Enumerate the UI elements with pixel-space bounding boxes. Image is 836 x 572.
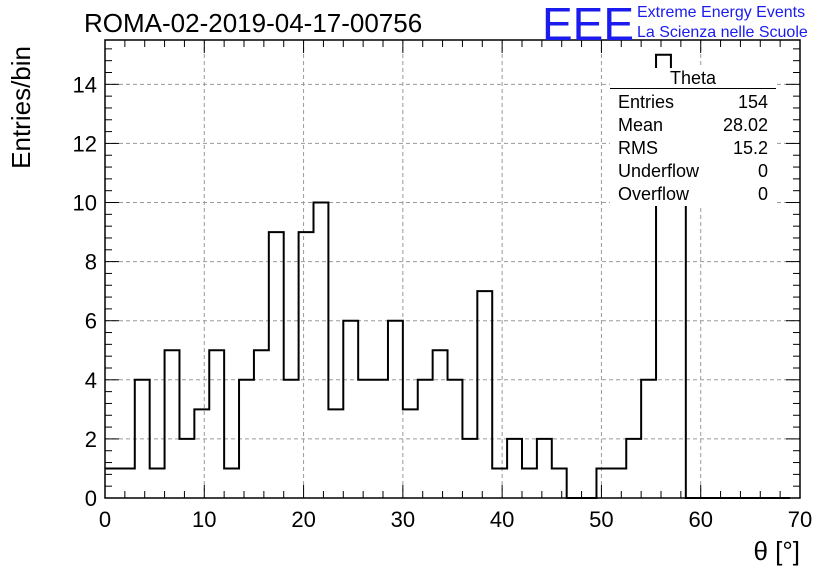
stats-box: Theta Entries 154 Mean 28.02 RMS 15.2 Un… [610, 68, 776, 206]
x-axis-label: θ [°] [753, 536, 800, 566]
stats-label: Overflow [618, 184, 690, 204]
y-tick-label: 4 [85, 368, 97, 393]
stats-row-overflow: Overflow 0 [610, 183, 776, 206]
y-axis-label: Entries/bin [6, 46, 36, 169]
logo-caption-line1: Extreme Energy Events [637, 4, 806, 21]
x-tick-label: 10 [192, 507, 216, 532]
stats-label: RMS [618, 138, 658, 158]
y-tick-label: 0 [85, 486, 97, 511]
histogram-series [105, 53, 791, 499]
y-tick-label: 6 [85, 309, 97, 334]
chart-title: ROMA-02-2019-04-17-00756 [84, 8, 423, 38]
stats-label: Underflow [618, 161, 700, 181]
x-tick-label: 40 [490, 507, 514, 532]
logo-caption-line2: La Scienza nelle Scuole [637, 24, 808, 41]
stats-row-underflow: Underflow 0 [610, 160, 776, 183]
stats-row-entries: Entries 154 [610, 91, 776, 114]
stats-box-title: Theta [610, 68, 776, 89]
stats-value: 0 [757, 161, 768, 181]
y-tick-label: 2 [85, 427, 97, 452]
y-tick-label: 8 [85, 250, 97, 275]
stats-value: 154 [737, 92, 768, 112]
logo-letters: EEE [542, 2, 634, 44]
y-tick-label: 14 [73, 72, 97, 97]
stats-label: Entries [618, 92, 675, 112]
y-tick-label: 10 [73, 191, 97, 216]
tick-labels: 0 10 20 30 40 50 60 70 0 2 4 6 8 10 12 14 [73, 72, 813, 532]
stats-label: Mean [618, 115, 664, 135]
y-tick-label: 12 [73, 131, 97, 156]
stats-row-mean: Mean 28.02 [610, 114, 776, 137]
x-tick-label: 20 [291, 507, 315, 532]
stats-row-rms: RMS 15.2 [610, 137, 776, 160]
x-tick-label: 0 [99, 507, 111, 532]
grid-lines [105, 40, 800, 498]
stats-value: 28.02 [722, 115, 768, 135]
x-tick-label: 60 [688, 507, 712, 532]
stats-value: 0 [757, 184, 768, 204]
x-tick-label: 50 [589, 507, 613, 532]
plot-frame [104, 39, 801, 499]
x-tick-label: 70 [788, 507, 812, 532]
eee-logo: EEE [542, 2, 634, 44]
x-tick-label: 30 [391, 507, 415, 532]
stats-value: 15.2 [732, 138, 768, 158]
